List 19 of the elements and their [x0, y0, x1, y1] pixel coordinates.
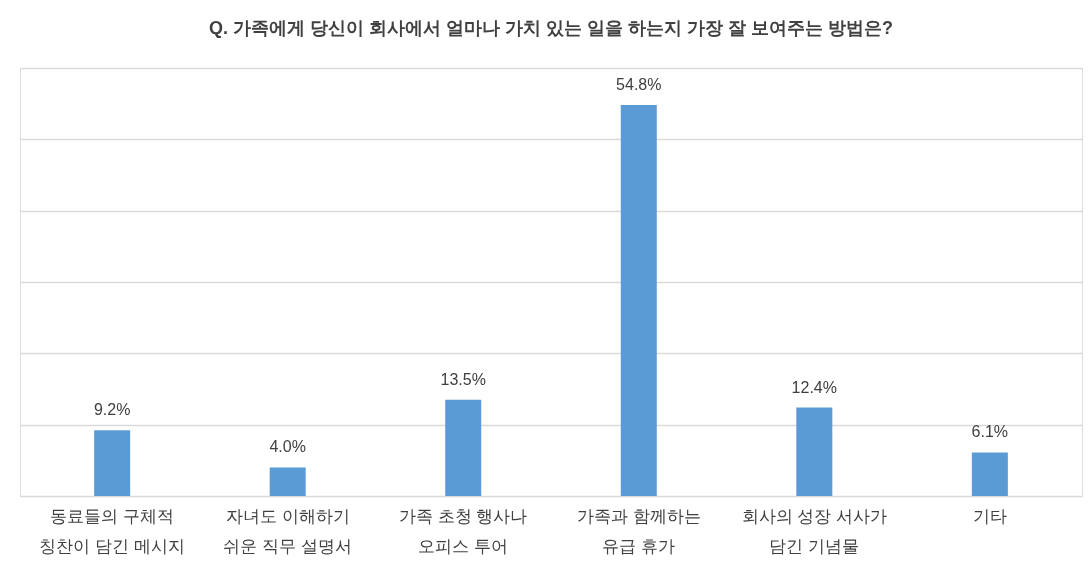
x-tick-label: 자녀도 이해하기 쉬운 직무 설명서 [223, 506, 352, 556]
data-label: 13.5% [440, 370, 486, 388]
data-label: 6.1% [971, 423, 1009, 441]
x-tick-label: 가족 초청 행사나 오피스 투어 [399, 506, 528, 556]
x-tick-label: 기타 [972, 506, 1007, 526]
bar [445, 399, 482, 496]
x-tick-label: 회사의 성장 서사가 담긴 기념물 [741, 506, 888, 556]
chart-title: Q. 가족에게 당신이 회사에서 얼마나 가치 있는 일을 하는지 가장 잘 보여주는 방법은? [208, 18, 894, 38]
bar [620, 105, 657, 496]
data-label: 12.4% [791, 378, 837, 396]
data-label: 9.2% [93, 401, 131, 419]
data-label: 54.8% [616, 76, 662, 94]
bar [971, 452, 1008, 496]
x-tick-label: 가족과 함께하는 유급 휴가 [576, 506, 701, 556]
bar [269, 467, 306, 496]
data-label: 4.0% [269, 438, 306, 456]
bar [94, 430, 131, 496]
x-tick-label: 동료들의 구체적 칭찬이 담긴 메시지 [39, 506, 185, 556]
bar [796, 407, 833, 496]
